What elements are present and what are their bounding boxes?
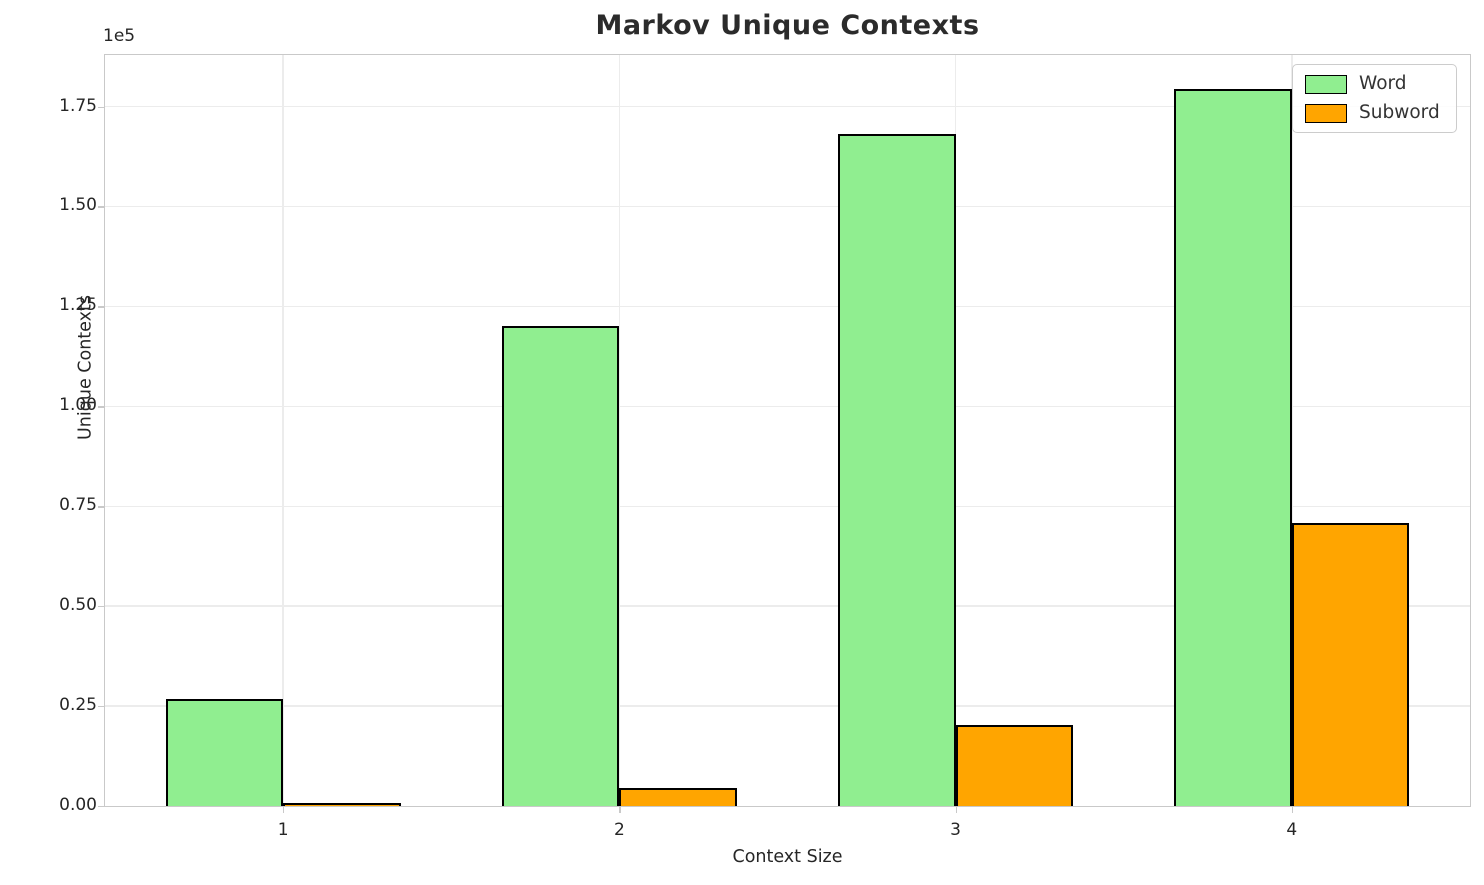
- x-tick-label: 1: [277, 820, 289, 840]
- subword-bar-context-4: [1291, 523, 1410, 806]
- y-tick-mark: [98, 406, 104, 408]
- x-tick-mark: [619, 807, 621, 813]
- subword-bar-context-2: [619, 788, 738, 806]
- y-tick-mark: [98, 106, 104, 108]
- y-tick-label: 1.75: [59, 95, 97, 116]
- word-bar-context-1: [165, 699, 284, 806]
- x-tick-mark: [955, 807, 957, 813]
- subword-series-swatch: [1305, 103, 1347, 123]
- subword-bar-context-1: [283, 802, 401, 806]
- word-bar-context-3: [837, 133, 956, 806]
- y-gridline: [105, 105, 1470, 108]
- legend-entry-word: Word: [1305, 74, 1444, 94]
- x-tick-label: 4: [1286, 820, 1298, 840]
- y-tick-mark: [98, 806, 104, 808]
- y-axis-label: Unique Contexts: [75, 295, 96, 440]
- y-tick-label: 0.50: [59, 595, 97, 616]
- x-gridline: [1291, 55, 1293, 806]
- y-tick-mark: [98, 606, 104, 608]
- y-gridline: [105, 205, 1470, 208]
- word-bar-context-2: [501, 326, 620, 806]
- subword-series-label: Subword: [1359, 102, 1440, 123]
- y-tick-label: 1.25: [59, 295, 97, 316]
- legend-entry-subword: Subword: [1305, 103, 1444, 123]
- word-series-swatch: [1305, 74, 1347, 94]
- word-series-label: Word: [1359, 73, 1407, 94]
- x-gridline: [282, 55, 284, 806]
- y-tick-mark: [98, 506, 104, 508]
- y-tick-label: 0.75: [59, 495, 97, 516]
- x-tick-mark: [1291, 807, 1294, 813]
- word-bar-context-4: [1174, 89, 1292, 806]
- y-tick-label: 0.25: [59, 695, 97, 716]
- y-tick-mark: [98, 306, 104, 308]
- y-tick-label: 1.00: [59, 395, 97, 416]
- y-gridline: [105, 405, 1470, 407]
- y-tick-mark: [98, 706, 104, 708]
- x-tick-label: 2: [613, 820, 625, 840]
- y-axis-scale-offset-label: 1e5: [103, 26, 136, 46]
- plot-area: [104, 54, 1471, 807]
- y-gridline: [105, 505, 1470, 507]
- y-gridline: [105, 605, 1470, 607]
- y-tick-mark: [98, 206, 104, 208]
- y-gridline: [105, 705, 1470, 707]
- x-axis-label: Context Size: [732, 847, 843, 867]
- chart-title: Markov Unique Contexts: [595, 10, 980, 41]
- x-tick-label: 3: [950, 820, 961, 840]
- y-tick-label: 0.00: [59, 795, 97, 815]
- subword-bar-context-3: [955, 725, 1074, 806]
- y-tick-label: 1.50: [59, 195, 97, 216]
- x-tick-mark: [283, 807, 285, 813]
- legend: Word Subword: [1292, 64, 1457, 133]
- y-gridline: [105, 305, 1470, 308]
